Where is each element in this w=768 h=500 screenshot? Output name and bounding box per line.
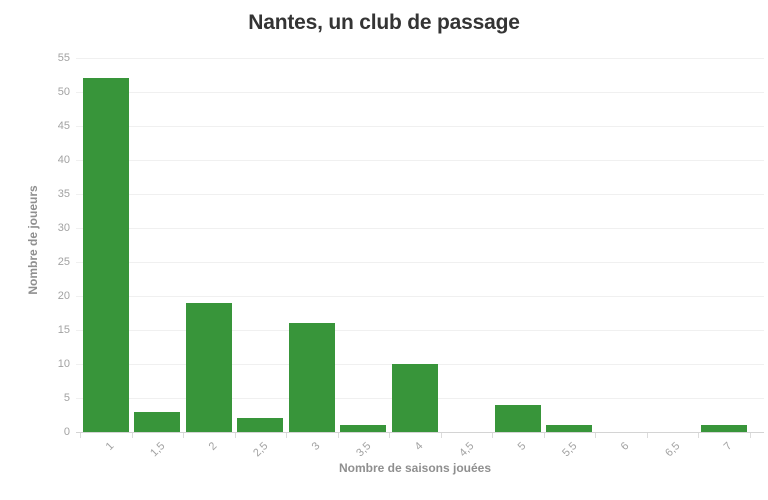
axis-tick: [646, 433, 648, 438]
bar[interactable]: [237, 418, 284, 432]
x-axis-line: [76, 432, 764, 433]
axis-tick: [286, 433, 287, 438]
axis-tick: [440, 433, 442, 438]
axis-tick: [80, 433, 81, 438]
gridline: [76, 91, 764, 93]
y-tick-label: 5: [63, 391, 70, 404]
axis-tick: [543, 433, 545, 438]
gridline: [76, 125, 764, 127]
y-tick-label: 50: [57, 85, 70, 98]
gridline: [76, 193, 764, 195]
y-tick-label: 45: [57, 119, 70, 132]
axis-tick: [234, 433, 236, 438]
gridline: [76, 295, 764, 297]
gridline: [76, 329, 764, 331]
gridline: [76, 57, 764, 59]
chart-title: Nantes, un club de passage: [248, 11, 520, 34]
y-tick-label: 30: [57, 221, 70, 234]
bar[interactable]: [391, 363, 438, 432]
y-tick-label: 20: [57, 289, 70, 302]
gridline: [76, 159, 764, 161]
bar[interactable]: [185, 302, 232, 432]
bar[interactable]: [82, 77, 129, 432]
bar[interactable]: [340, 425, 387, 432]
gridline: [76, 227, 764, 229]
bar[interactable]: [546, 425, 593, 432]
y-tick-label: 10: [57, 357, 70, 370]
bar[interactable]: [494, 404, 541, 432]
axis-tick: [698, 433, 699, 438]
axis-tick: [131, 433, 133, 438]
axis-tick: [389, 433, 390, 438]
x-axis-title: Nombre de saisons jouées: [338, 461, 492, 475]
y-tick-label: 25: [57, 255, 70, 268]
y-tick-label: 0: [63, 426, 70, 438]
gridline: [76, 261, 764, 263]
axis-tick: [595, 433, 596, 438]
axis-tick: [492, 433, 493, 438]
axis-tick: [337, 433, 339, 438]
bar[interactable]: [700, 425, 747, 432]
bar[interactable]: [134, 411, 181, 432]
y-tick-label: 15: [57, 323, 70, 336]
axis-tick: [183, 433, 184, 438]
y-tick-label: 55: [57, 51, 70, 64]
bar[interactable]: [288, 323, 335, 432]
y-tick-label: 40: [57, 153, 70, 166]
axis-tick: [749, 433, 751, 438]
y-tick-label: 35: [57, 187, 70, 200]
